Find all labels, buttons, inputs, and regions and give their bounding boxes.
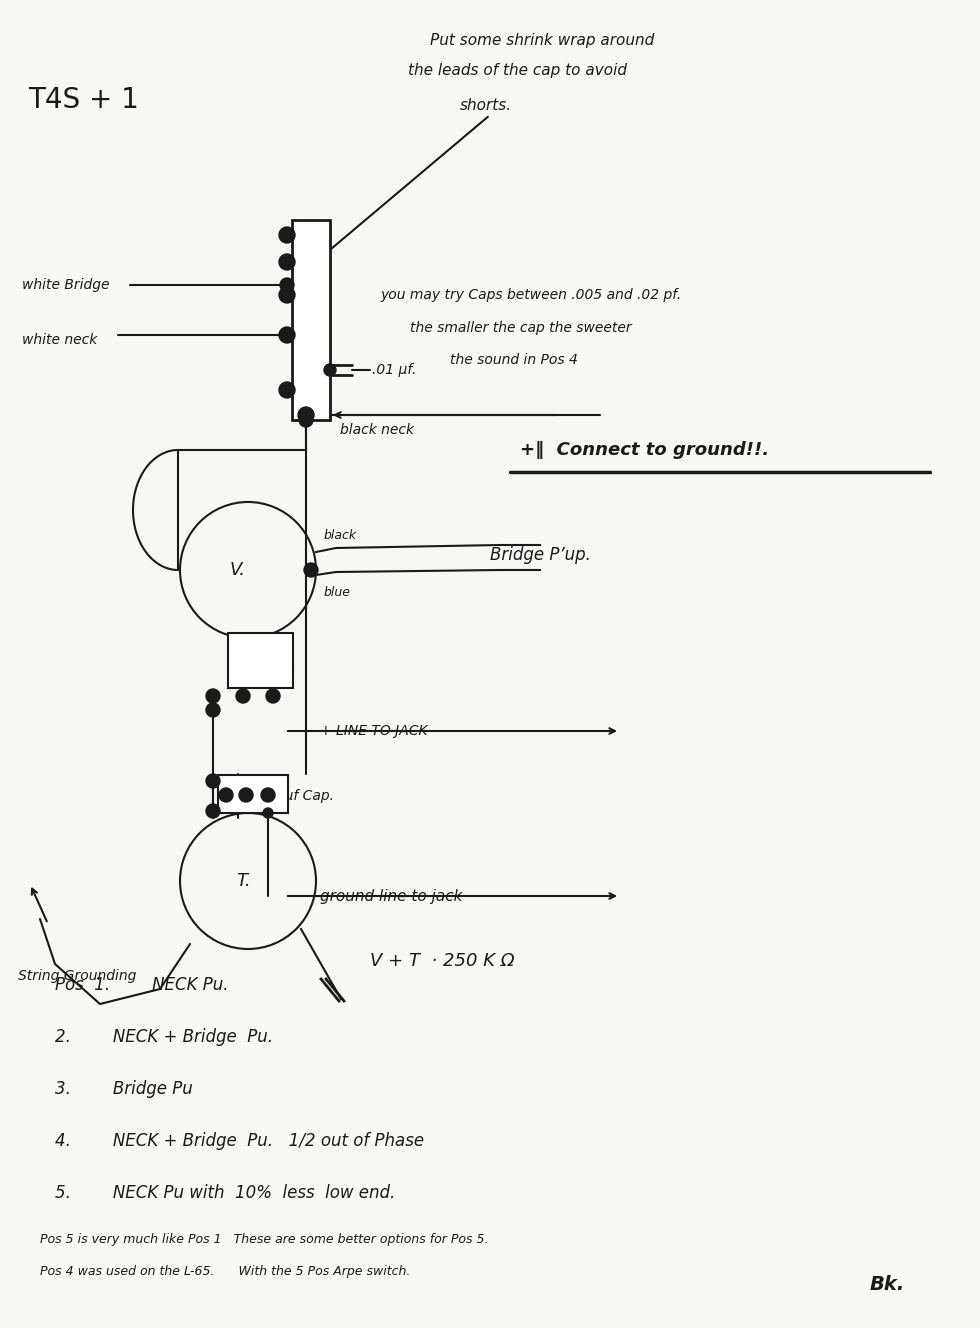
Text: Bridge P’up.: Bridge P’up.: [490, 546, 591, 564]
Circle shape: [279, 254, 295, 270]
Circle shape: [261, 788, 275, 802]
Circle shape: [324, 364, 336, 376]
Text: ground line to jack: ground line to jack: [320, 888, 463, 903]
Text: you may try Caps between .005 and .02 pf.: you may try Caps between .005 and .02 pf…: [380, 288, 681, 301]
Text: String Grounding: String Grounding: [18, 969, 136, 983]
Text: .02 μf Cap.: .02 μf Cap.: [258, 789, 334, 803]
Text: + LINE TO JACK: + LINE TO JACK: [320, 724, 427, 738]
Text: 5.        NECK Pu with  10%  less  low end.: 5. NECK Pu with 10% less low end.: [55, 1185, 395, 1202]
Bar: [218, 776, 288, 813]
Text: V.: V.: [230, 560, 246, 579]
Text: V + T  · 250 K Ω: V + T · 250 K Ω: [370, 952, 514, 969]
Text: T.: T.: [236, 872, 251, 890]
Circle shape: [206, 774, 220, 788]
Circle shape: [206, 689, 220, 703]
Circle shape: [263, 807, 273, 818]
Circle shape: [280, 328, 294, 343]
Bar: [292, 220, 330, 420]
Circle shape: [236, 689, 250, 703]
Circle shape: [279, 327, 295, 343]
Text: black neck: black neck: [340, 424, 414, 437]
Text: the leads of the cap to avoid: the leads of the cap to avoid: [408, 62, 627, 77]
Circle shape: [279, 382, 295, 398]
Text: +‖  Connect to ground!!.: +‖ Connect to ground!!.: [520, 441, 769, 459]
Circle shape: [279, 287, 295, 303]
Text: blue: blue: [324, 586, 351, 599]
Text: 2.        NECK + Bridge  Pu.: 2. NECK + Bridge Pu.: [55, 1028, 273, 1046]
Circle shape: [239, 788, 253, 802]
Text: 3.        Bridge Pu: 3. Bridge Pu: [55, 1080, 193, 1098]
Circle shape: [280, 278, 294, 292]
Text: shorts.: shorts.: [460, 97, 513, 113]
Circle shape: [299, 413, 313, 428]
Text: white neck: white neck: [22, 333, 97, 347]
Text: Pos 5 is very much like Pos 1   These are some better options for Pos 5.: Pos 5 is very much like Pos 1 These are …: [40, 1234, 488, 1247]
Text: .01 μf.: .01 μf.: [372, 363, 416, 377]
Text: Put some shrink wrap around: Put some shrink wrap around: [430, 32, 655, 48]
Circle shape: [206, 803, 220, 818]
Text: Pos 4 was used on the L-65.      With the 5 Pos Arpe switch.: Pos 4 was used on the L-65. With the 5 P…: [40, 1266, 411, 1279]
Circle shape: [219, 788, 233, 802]
Circle shape: [266, 689, 280, 703]
Bar: [228, 633, 293, 688]
Text: Pos  1.        NECK Pu.: Pos 1. NECK Pu.: [55, 976, 228, 993]
Text: the sound in Pos 4: the sound in Pos 4: [450, 353, 578, 367]
Circle shape: [298, 406, 314, 424]
Text: the smaller the cap the sweeter: the smaller the cap the sweeter: [410, 321, 632, 335]
Text: white Bridge: white Bridge: [22, 278, 110, 292]
Circle shape: [279, 227, 295, 243]
Text: T4S + 1: T4S + 1: [28, 86, 139, 114]
Text: black: black: [324, 529, 357, 542]
Circle shape: [206, 703, 220, 717]
Text: Bk.: Bk.: [870, 1275, 906, 1295]
Text: 4.        NECK + Bridge  Pu.   1/2 out of Phase: 4. NECK + Bridge Pu. 1/2 out of Phase: [55, 1131, 424, 1150]
Circle shape: [304, 563, 318, 576]
